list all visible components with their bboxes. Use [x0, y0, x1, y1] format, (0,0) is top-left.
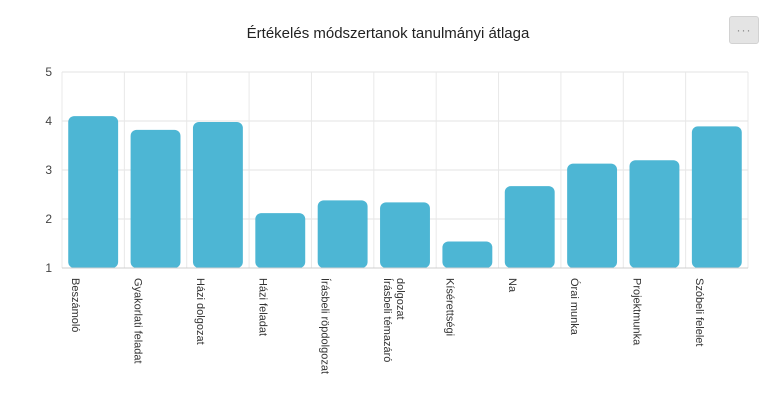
bar[interactable] [567, 163, 618, 268]
x-tick-label-line: Beszámoló [69, 278, 81, 332]
x-tick-label-line: Házi feladat [256, 278, 268, 336]
x-tick-label: Írásbeli röpdolgozat [319, 278, 332, 374]
bar[interactable] [255, 213, 306, 268]
bar[interactable] [504, 186, 555, 268]
bar[interactable] [380, 202, 430, 268]
bar[interactable] [192, 121, 243, 268]
x-axis-labels: Beszámoló Gyakorlati feladat Házi dolgozat… [69, 278, 705, 374]
x-tick-label-line: Írásbeli röpdolgozat [319, 278, 332, 374]
x-tick-label: Szóbeli felelet [693, 278, 705, 347]
x-tick-label-line: Órai munka [568, 278, 581, 336]
chart-title: Értékelés módszertanok tanulmányi átlaga [247, 25, 530, 42]
y-tick-label: 1 [45, 261, 52, 275]
x-tick-label-line: Kísérettségi [443, 278, 455, 336]
x-tick-label: Beszámoló [69, 278, 81, 332]
x-tick-label-line: dolgozat [394, 278, 406, 320]
x-tick-label-line: Szóbeli felelet [693, 278, 705, 347]
bar[interactable] [317, 200, 368, 268]
x-tick-label: Projektmunka [631, 278, 643, 346]
bar[interactable] [442, 241, 493, 268]
bar[interactable] [629, 160, 680, 268]
bar[interactable] [691, 126, 742, 268]
x-tick-label-line: Projektmunka [631, 278, 643, 346]
bar[interactable] [68, 116, 119, 268]
x-tick-label: Házi dolgozat [194, 278, 206, 345]
y-tick-label: 3 [45, 163, 52, 177]
x-tick-label: Na [506, 278, 518, 293]
y-tick-label: 2 [45, 212, 52, 226]
x-tick-label-line: Na [506, 278, 518, 293]
more-horizontal-icon: ··· [736, 23, 752, 37]
x-tick-label-line: Házi dolgozat [194, 278, 206, 345]
x-tick-label-line: Gyakorlati feladat [132, 278, 144, 364]
x-tick-label: Órai munka [568, 278, 581, 336]
y-axis-ticks: 1 2 3 4 5 [45, 65, 52, 275]
x-tick-label: Gyakorlati feladat [132, 278, 144, 364]
y-tick-label: 4 [45, 114, 52, 128]
y-tick-label: 5 [45, 65, 52, 79]
bar[interactable] [130, 129, 181, 268]
x-tick-label-line: Írásbeli témazáró [381, 278, 394, 362]
x-tick-label: Írásbeli témazáró dolgozat [381, 278, 406, 362]
x-tick-label: Kísérettségi [443, 278, 455, 336]
x-tick-label: Házi feladat [256, 278, 268, 336]
bars [68, 116, 742, 268]
chart-menu-button[interactable]: ··· [729, 16, 759, 44]
